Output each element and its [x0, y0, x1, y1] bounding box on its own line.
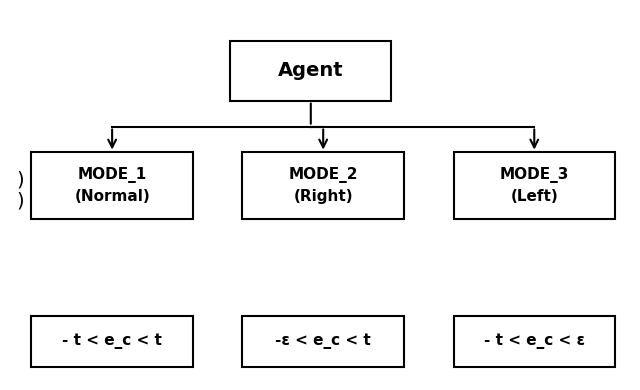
Text: Agent: Agent [278, 62, 344, 80]
Bar [243, 152, 404, 219]
Text: MODE_1: MODE_1 [77, 167, 147, 183]
Text: -ε < e_c < t: -ε < e_c < t [275, 334, 371, 349]
Text: MODE_3: MODE_3 [500, 167, 569, 183]
Text: - t < e_c < t: - t < e_c < t [62, 334, 162, 349]
Bar [243, 316, 404, 367]
Text: - t < e_c < ε: - t < e_c < ε [484, 334, 585, 349]
Bar [31, 316, 193, 367]
Bar [454, 152, 615, 219]
Bar [31, 152, 193, 219]
Text: (Left): (Left) [510, 190, 558, 204]
Text: ): ) [16, 171, 24, 190]
Text: MODE_2: MODE_2 [289, 167, 358, 183]
Bar [230, 41, 392, 101]
Text: (Normal): (Normal) [74, 190, 150, 204]
Text: (Right): (Right) [293, 190, 353, 204]
Text: ): ) [16, 191, 24, 210]
Bar [454, 316, 615, 367]
